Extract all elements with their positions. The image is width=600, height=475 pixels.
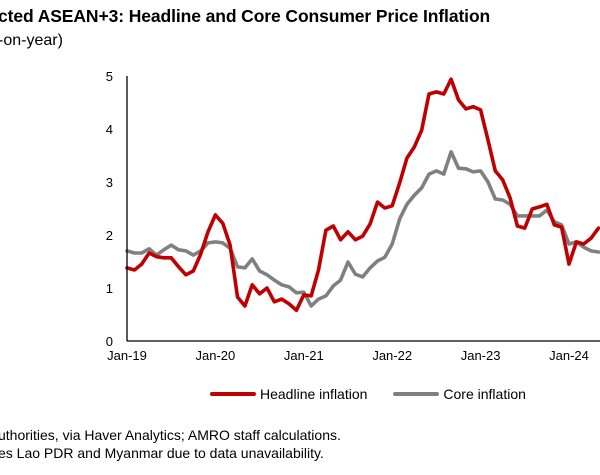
chart-title: cted ASEAN+3: Headline and Core Consumer… xyxy=(0,6,491,26)
legend-label-headline: Headline inflation xyxy=(260,386,368,402)
y-tick-label: 0 xyxy=(106,334,113,349)
core-inflation-line xyxy=(125,150,600,308)
legend-item-core: Core inflation xyxy=(393,386,526,402)
y-tick-label: 4 xyxy=(106,122,113,137)
y-tick-label: 2 xyxy=(106,228,113,243)
x-tick-label: Jan-23 xyxy=(461,348,501,363)
x-tick-label: Jan-24 xyxy=(549,348,589,363)
y-tick-label: 5 xyxy=(106,69,113,84)
y-axis-ticks: 0 1 2 3 4 5 xyxy=(106,69,113,349)
x-tick-label: Jan-20 xyxy=(196,348,236,363)
legend-swatch-core xyxy=(393,392,440,396)
x-tick-label: Jan-21 xyxy=(284,348,324,363)
x-tick-label: Jan-19 xyxy=(107,348,147,363)
headline-inflation-line xyxy=(125,77,600,313)
chart-subtitle: -on-year) xyxy=(0,32,63,49)
y-tick-label: 3 xyxy=(106,175,113,190)
legend-item-headline: Headline inflation xyxy=(210,386,367,402)
x-axis-ticks: Jan-19 Jan-20 Jan-21 Jan-22 Jan-23 Jan-24 xyxy=(107,348,589,363)
legend-label-core: Core inflation xyxy=(443,386,526,402)
legend: Headline inflation Core inflation xyxy=(210,386,552,402)
x-tick-label: Jan-22 xyxy=(372,348,412,363)
series-layer xyxy=(125,77,600,313)
footnote-source: uthorities, via Haver Analytics; AMRO st… xyxy=(0,427,341,443)
legend-swatch-headline xyxy=(210,392,256,396)
footnote-note: es Lao PDR and Myanmar due to data unava… xyxy=(0,445,324,461)
y-tick-label: 1 xyxy=(106,281,113,296)
